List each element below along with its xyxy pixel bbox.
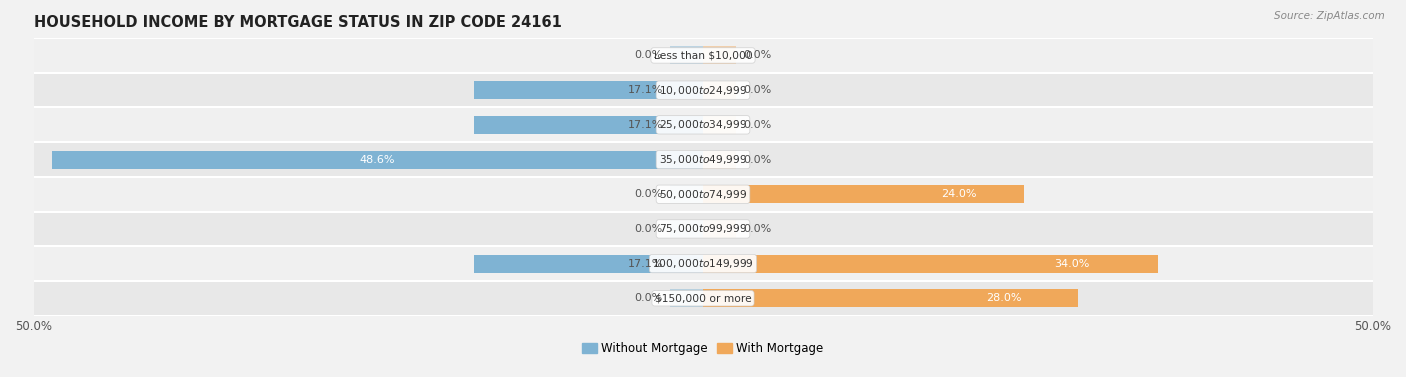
Bar bbox=[669, 289, 703, 307]
Text: 0.0%: 0.0% bbox=[634, 224, 662, 234]
Text: Less than $10,000: Less than $10,000 bbox=[654, 51, 752, 60]
Text: Source: ZipAtlas.com: Source: ZipAtlas.com bbox=[1274, 11, 1385, 21]
Bar bbox=[703, 81, 737, 99]
Text: 0.0%: 0.0% bbox=[744, 224, 772, 234]
Bar bbox=[34, 142, 1372, 177]
Bar bbox=[669, 46, 703, 64]
Text: $75,000 to $99,999: $75,000 to $99,999 bbox=[659, 222, 747, 235]
Text: 17.1%: 17.1% bbox=[627, 259, 662, 268]
Bar bbox=[34, 177, 1372, 211]
Bar bbox=[703, 185, 1025, 203]
Text: 28.0%: 28.0% bbox=[986, 293, 1022, 303]
Text: 48.6%: 48.6% bbox=[360, 155, 395, 164]
Text: 0.0%: 0.0% bbox=[744, 85, 772, 95]
Text: 0.0%: 0.0% bbox=[634, 51, 662, 60]
Bar bbox=[34, 73, 1372, 107]
Bar bbox=[703, 116, 737, 134]
Bar bbox=[34, 281, 1372, 316]
Bar bbox=[703, 220, 737, 238]
Bar bbox=[669, 220, 703, 238]
Bar bbox=[52, 150, 703, 169]
Bar bbox=[34, 246, 1372, 281]
Text: 0.0%: 0.0% bbox=[634, 189, 662, 199]
Text: 0.0%: 0.0% bbox=[634, 293, 662, 303]
Text: HOUSEHOLD INCOME BY MORTGAGE STATUS IN ZIP CODE 24161: HOUSEHOLD INCOME BY MORTGAGE STATUS IN Z… bbox=[34, 15, 561, 30]
Text: 17.1%: 17.1% bbox=[627, 85, 662, 95]
Bar bbox=[474, 116, 703, 134]
Bar bbox=[703, 46, 737, 64]
Text: $50,000 to $74,999: $50,000 to $74,999 bbox=[659, 188, 747, 201]
Bar bbox=[34, 211, 1372, 246]
Bar bbox=[474, 81, 703, 99]
Text: 24.0%: 24.0% bbox=[941, 189, 976, 199]
Text: 0.0%: 0.0% bbox=[744, 51, 772, 60]
Bar bbox=[669, 185, 703, 203]
Text: $35,000 to $49,999: $35,000 to $49,999 bbox=[659, 153, 747, 166]
Bar bbox=[703, 150, 737, 169]
Bar bbox=[34, 107, 1372, 142]
Bar bbox=[703, 254, 1159, 273]
Text: $25,000 to $34,999: $25,000 to $34,999 bbox=[659, 118, 747, 131]
Text: 34.0%: 34.0% bbox=[1054, 259, 1090, 268]
Text: $10,000 to $24,999: $10,000 to $24,999 bbox=[659, 84, 747, 97]
Bar bbox=[34, 38, 1372, 73]
Bar bbox=[474, 254, 703, 273]
Text: $150,000 or more: $150,000 or more bbox=[655, 293, 751, 303]
Bar bbox=[703, 289, 1078, 307]
Legend: Without Mortgage, With Mortgage: Without Mortgage, With Mortgage bbox=[578, 337, 828, 360]
Text: 0.0%: 0.0% bbox=[744, 120, 772, 130]
Text: 17.1%: 17.1% bbox=[627, 120, 662, 130]
Text: 0.0%: 0.0% bbox=[744, 155, 772, 164]
Text: $100,000 to $149,999: $100,000 to $149,999 bbox=[652, 257, 754, 270]
